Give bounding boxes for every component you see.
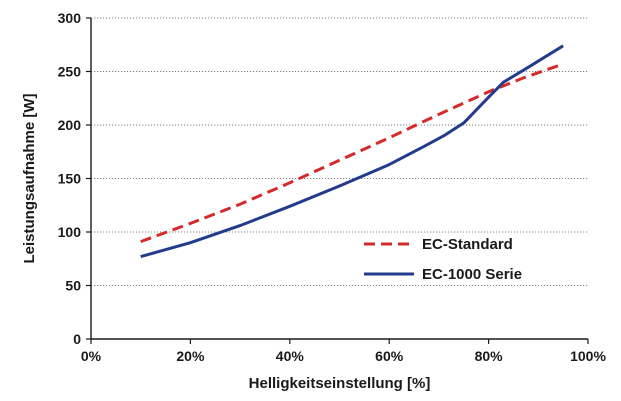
x-tick-label: 0% — [81, 348, 102, 364]
x-tick-label: 60% — [375, 348, 404, 364]
y-tick-label: 100 — [58, 224, 82, 240]
y-tick-label: 250 — [58, 64, 82, 80]
x-tick-label: 80% — [475, 348, 504, 364]
legend-label: EC-1000 Serie — [422, 266, 522, 283]
y-tick-label: 0 — [73, 331, 81, 347]
axis-ticks: 0 50 100 150 200 250 300 0% 20% 40% 60% 80% 100% — [58, 10, 607, 364]
y-tick-label: 50 — [65, 278, 81, 294]
series-line-ec-1000-serie — [140, 44, 564, 259]
x-tick-label: 100% — [570, 348, 606, 364]
legend-label: EC-Standard — [422, 236, 513, 253]
x-tick-label: 40% — [276, 348, 305, 364]
y-axis-title: Leistungsaufnahme [W] — [21, 93, 38, 263]
x-axis-title: Helligkeitseinstellung [%] — [249, 375, 431, 392]
gridlines — [91, 17, 588, 286]
series-line-ec-standard — [140, 62, 564, 244]
series-lines — [140, 44, 564, 259]
y-tick-label: 200 — [58, 117, 82, 133]
x-tick-label: 20% — [176, 348, 205, 364]
axes — [90, 18, 588, 340]
y-tick-label: 150 — [58, 171, 82, 187]
legend: EC-Standard EC-1000 Serie — [364, 236, 522, 283]
y-tick-label: 300 — [58, 10, 82, 26]
